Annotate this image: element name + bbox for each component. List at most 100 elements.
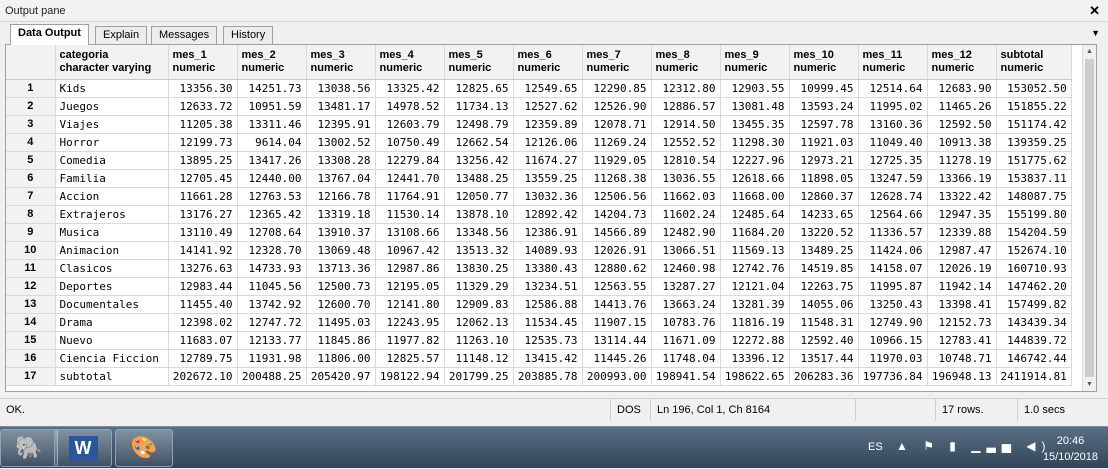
column-header-mes_9[interactable]: mes_9 numeric bbox=[720, 45, 790, 80]
value-cell[interactable]: 13066.51 bbox=[651, 241, 721, 260]
value-cell[interactable]: 11684.20 bbox=[720, 223, 790, 242]
category-cell[interactable]: Familia bbox=[55, 169, 169, 188]
value-cell[interactable]: 13517.44 bbox=[789, 349, 859, 368]
value-cell[interactable]: 13308.28 bbox=[306, 151, 376, 170]
value-cell[interactable]: 11942.14 bbox=[927, 277, 997, 296]
value-cell[interactable]: 14055.06 bbox=[789, 295, 859, 314]
value-cell[interactable]: 14158.07 bbox=[858, 259, 928, 278]
value-cell[interactable]: 11970.03 bbox=[858, 349, 928, 368]
value-cell[interactable]: 151775.62 bbox=[996, 151, 1072, 170]
value-cell[interactable]: 12860.37 bbox=[789, 187, 859, 206]
taskbar-word-button[interactable]: W bbox=[54, 429, 112, 467]
tab-menu-chevron-down-icon[interactable]: ▼ bbox=[1091, 28, 1100, 38]
value-cell[interactable]: 13311.46 bbox=[237, 115, 307, 134]
column-header-mes_4[interactable]: mes_4 numeric bbox=[375, 45, 445, 80]
category-cell[interactable]: Juegos bbox=[55, 97, 169, 116]
value-cell[interactable]: 13069.48 bbox=[306, 241, 376, 260]
value-cell[interactable]: 200488.25 bbox=[237, 367, 307, 386]
value-cell[interactable]: 11816.19 bbox=[720, 313, 790, 332]
tab-history[interactable]: History bbox=[223, 26, 274, 44]
value-cell[interactable]: 11898.05 bbox=[789, 169, 859, 188]
value-cell[interactable]: 11748.04 bbox=[651, 349, 721, 368]
value-cell[interactable]: 153837.11 bbox=[996, 169, 1072, 188]
value-cell[interactable]: 196948.13 bbox=[927, 367, 997, 386]
value-cell[interactable]: 12395.91 bbox=[306, 115, 376, 134]
value-cell[interactable]: 11049.40 bbox=[858, 133, 928, 152]
value-cell[interactable]: 12498.79 bbox=[444, 115, 514, 134]
value-cell[interactable]: 206283.36 bbox=[789, 367, 859, 386]
value-cell[interactable]: 11806.00 bbox=[306, 349, 376, 368]
clock[interactable]: 20:46 15/10/2018 bbox=[1043, 433, 1098, 465]
value-cell[interactable]: 13319.18 bbox=[306, 205, 376, 224]
value-cell[interactable]: 13256.42 bbox=[444, 151, 514, 170]
value-cell[interactable]: 146742.44 bbox=[996, 349, 1072, 368]
value-cell[interactable]: 202672.10 bbox=[168, 367, 238, 386]
row-number[interactable]: 10 bbox=[6, 241, 56, 260]
value-cell[interactable]: 12506.56 bbox=[582, 187, 652, 206]
value-cell[interactable]: 13322.42 bbox=[927, 187, 997, 206]
column-header-mes_11[interactable]: mes_11 numeric bbox=[858, 45, 928, 80]
value-cell[interactable]: 155199.80 bbox=[996, 205, 1072, 224]
row-number[interactable]: 9 bbox=[6, 223, 56, 242]
value-cell[interactable]: 11931.98 bbox=[237, 349, 307, 368]
value-cell[interactable]: 12290.85 bbox=[582, 79, 652, 98]
value-cell[interactable]: 151855.22 bbox=[996, 97, 1072, 116]
value-cell[interactable]: 14233.65 bbox=[789, 205, 859, 224]
value-cell[interactable]: 13108.66 bbox=[375, 223, 445, 242]
value-cell[interactable]: 11148.12 bbox=[444, 349, 514, 368]
value-cell[interactable]: 14141.92 bbox=[168, 241, 238, 260]
value-cell[interactable]: 13398.41 bbox=[927, 295, 997, 314]
scrollbar-thumb[interactable] bbox=[1085, 59, 1094, 377]
value-cell[interactable]: 12527.62 bbox=[513, 97, 583, 116]
value-cell[interactable]: 11674.27 bbox=[513, 151, 583, 170]
column-header-mes_5[interactable]: mes_5 numeric bbox=[444, 45, 514, 80]
value-cell[interactable]: 13276.63 bbox=[168, 259, 238, 278]
value-cell[interactable]: 13247.59 bbox=[858, 169, 928, 188]
table-row[interactable]: 10 Animacion 14141.92 12328.70 13069.48 10967… bbox=[6, 241, 1072, 260]
value-cell[interactable]: 11995.87 bbox=[858, 277, 928, 296]
category-cell[interactable]: Musica bbox=[55, 223, 169, 242]
value-cell[interactable]: 160710.93 bbox=[996, 259, 1072, 278]
value-cell[interactable]: 12914.50 bbox=[651, 115, 721, 134]
column-header-mes_6[interactable]: mes_6 numeric bbox=[513, 45, 583, 80]
value-cell[interactable]: 12903.55 bbox=[720, 79, 790, 98]
tab-messages[interactable]: Messages bbox=[151, 26, 218, 44]
value-cell[interactable]: 11764.91 bbox=[375, 187, 445, 206]
table-row[interactable]: 2 Juegos 12633.72 10951.59 13481.17 14978.52 1… bbox=[6, 97, 1072, 116]
value-cell[interactable]: 12152.73 bbox=[927, 313, 997, 332]
value-cell[interactable]: 14566.89 bbox=[582, 223, 652, 242]
scroll-down-arrow-icon[interactable]: ▼ bbox=[1086, 381, 1093, 388]
category-cell[interactable]: Horror bbox=[55, 133, 169, 152]
value-cell[interactable]: 151174.42 bbox=[996, 115, 1072, 134]
value-cell[interactable]: 2411914.81 bbox=[996, 367, 1072, 386]
value-cell[interactable]: 12987.86 bbox=[375, 259, 445, 278]
value-cell[interactable]: 198122.94 bbox=[375, 367, 445, 386]
column-header-categoria[interactable]: categoria character varying bbox=[55, 45, 169, 80]
value-cell[interactable]: 14519.85 bbox=[789, 259, 859, 278]
value-cell[interactable]: 12141.80 bbox=[375, 295, 445, 314]
value-cell[interactable]: 12050.77 bbox=[444, 187, 514, 206]
row-number[interactable]: 7 bbox=[6, 187, 56, 206]
value-cell[interactable]: 13488.25 bbox=[444, 169, 514, 188]
value-cell[interactable]: 13110.49 bbox=[168, 223, 238, 242]
value-cell[interactable]: 13348.56 bbox=[444, 223, 514, 242]
value-cell[interactable]: 154204.59 bbox=[996, 223, 1072, 242]
value-cell[interactable]: 14089.93 bbox=[513, 241, 583, 260]
value-cell[interactable]: 13036.55 bbox=[651, 169, 721, 188]
value-cell[interactable]: 13032.36 bbox=[513, 187, 583, 206]
value-cell[interactable]: 10750.49 bbox=[375, 133, 445, 152]
table-row[interactable]: 14 Drama 12398.02 12747.72 11495.03 12243.95 1… bbox=[6, 313, 1072, 332]
value-cell[interactable]: 13713.36 bbox=[306, 259, 376, 278]
value-cell[interactable]: 11668.00 bbox=[720, 187, 790, 206]
value-cell[interactable]: 12500.73 bbox=[306, 277, 376, 296]
value-cell[interactable]: 13176.27 bbox=[168, 205, 238, 224]
table-row[interactable]: 16 Ciencia Ficcion 12789.75 11931.98 11806.0… bbox=[6, 349, 1072, 368]
value-cell[interactable]: 11534.45 bbox=[513, 313, 583, 332]
category-cell[interactable]: Nuevo bbox=[55, 331, 169, 350]
value-cell[interactable]: 12272.88 bbox=[720, 331, 790, 350]
value-cell[interactable]: 11298.30 bbox=[720, 133, 790, 152]
row-number[interactable]: 2 bbox=[6, 97, 56, 116]
value-cell[interactable]: 12892.42 bbox=[513, 205, 583, 224]
value-cell[interactable]: 12199.73 bbox=[168, 133, 238, 152]
value-cell[interactable]: 12662.54 bbox=[444, 133, 514, 152]
